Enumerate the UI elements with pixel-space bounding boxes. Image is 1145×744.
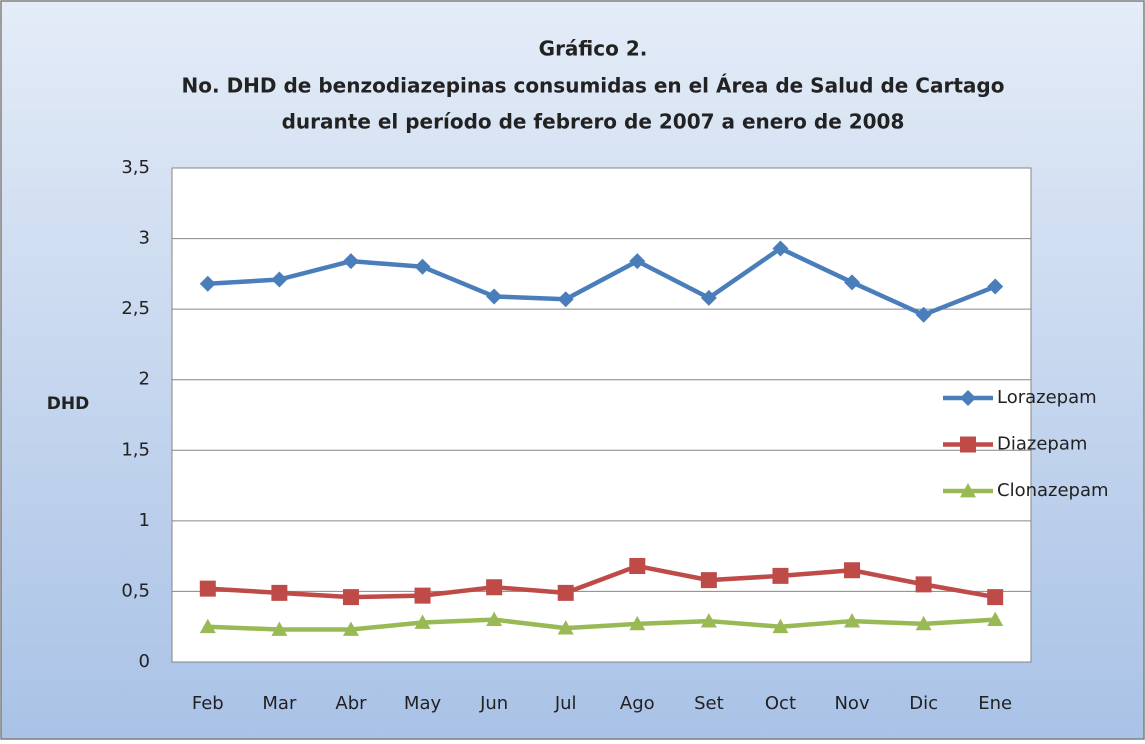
marker <box>844 274 861 291</box>
marker <box>414 587 431 604</box>
marker <box>486 288 503 305</box>
x-tick-label: Oct <box>765 693 796 714</box>
series-line <box>207 617 996 632</box>
x-tick-label: Jul <box>554 693 577 714</box>
marker <box>915 615 932 631</box>
marker <box>199 618 216 634</box>
marker <box>557 291 574 308</box>
legend-marker <box>960 483 976 498</box>
x-tick-label: Feb <box>192 693 224 714</box>
series-line <box>207 563 996 600</box>
x-tick-label: Abr <box>335 693 367 714</box>
marker <box>915 306 932 323</box>
marker <box>700 289 717 306</box>
plot-border <box>171 167 1032 663</box>
marker <box>271 271 288 288</box>
x-tick-label: May <box>404 693 442 714</box>
x-tick-label: Nov <box>834 693 869 714</box>
marker <box>486 611 503 627</box>
legend-marker <box>960 436 976 453</box>
marker <box>414 614 431 629</box>
marker <box>629 253 646 270</box>
plot-area <box>172 168 1031 662</box>
x-tick-label: Mar <box>262 693 297 714</box>
marker <box>772 567 789 584</box>
x-tick-label: Jun <box>479 693 508 714</box>
y-tick-label: 0,5 <box>121 580 150 601</box>
y-tick-label: 1,5 <box>121 439 150 460</box>
marker <box>987 589 1004 606</box>
y-tick-label: 1 <box>139 510 150 531</box>
marker <box>486 579 503 596</box>
chart-subtitle: durante el período de febrero de 2007 a … <box>282 110 905 134</box>
legend-label: Clonazepam <box>997 480 1109 501</box>
marker <box>915 576 932 593</box>
marker <box>199 580 216 597</box>
y-tick-label: 3 <box>139 228 150 249</box>
y-tick-label: 2,5 <box>121 298 150 319</box>
y-tick-label: 3,5 <box>121 157 150 178</box>
chart-subtitle: No. DHD de benzodiazepinas consumidas en… <box>182 74 1005 98</box>
marker <box>700 572 717 589</box>
series-line <box>207 246 997 318</box>
marker <box>700 613 717 628</box>
x-tick-label: Ago <box>620 693 655 714</box>
marker <box>342 253 359 270</box>
y-axis-label: DHD <box>47 394 89 414</box>
marker <box>987 278 1004 295</box>
marker <box>271 621 288 636</box>
x-tick-label: Dic <box>909 693 938 714</box>
marker <box>844 562 861 579</box>
y-tick-label: 2 <box>139 369 150 390</box>
chart-title: Gráfico 2. <box>539 37 648 61</box>
x-tick-label: Ene <box>978 693 1012 714</box>
marker <box>342 621 359 636</box>
marker <box>844 613 861 628</box>
marker <box>629 558 646 575</box>
marker <box>629 615 646 631</box>
marker <box>557 584 574 601</box>
marker <box>271 584 288 601</box>
marker <box>557 620 574 635</box>
marker <box>199 275 216 292</box>
legend-label: Lorazepam <box>997 387 1097 408</box>
marker <box>414 258 431 275</box>
legend-marker <box>960 390 976 406</box>
marker <box>987 611 1004 627</box>
y-tick-label: 0 <box>139 651 150 672</box>
marker <box>772 240 789 257</box>
legend-label: Diazepam <box>997 434 1087 455</box>
marker <box>342 589 359 606</box>
x-tick-label: Set <box>694 693 724 714</box>
marker <box>772 618 789 634</box>
